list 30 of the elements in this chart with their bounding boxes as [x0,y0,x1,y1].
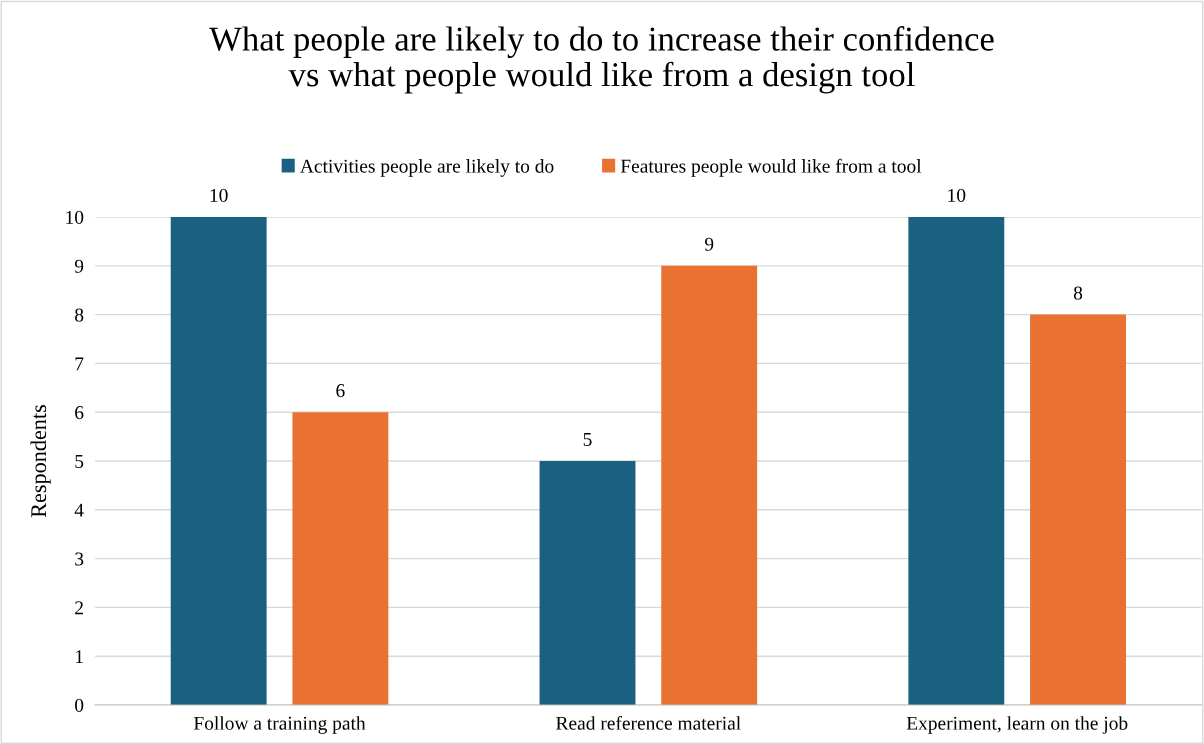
data-label: 9 [704,237,714,251]
y-tick-label: 3 [75,552,84,566]
y-tick-label: 9 [74,259,84,273]
bar [1030,314,1126,706]
y-tick-label: 10 [66,210,84,224]
bar [170,217,267,706]
y-tick-label: 1 [75,650,83,663]
bar [539,461,636,706]
legend-label: Activities people are likely to do [300,159,554,177]
y-tick-label: 2 [75,601,83,615]
data-label: 5 [583,433,592,446]
data-label: 6 [336,384,345,398]
bar [908,217,1005,706]
y-axis-title: Respondents [30,405,51,518]
y-tick-label: 4 [74,503,84,517]
bar [661,265,758,706]
data-label: 10 [210,188,228,202]
y-tick-label: 8 [75,308,84,322]
y-tick-label: 6 [75,406,84,420]
x-tick-label: Read reference material [556,715,741,730]
y-tick-label: 0 [75,698,84,712]
x-tick-label: Follow a training path [193,716,366,734]
legend-label: Features people would like from a tool [620,158,922,177]
data-label: 8 [1073,286,1083,300]
y-tick-label: 5 [75,455,84,468]
x-tick-label: Experiment, learn on the job [906,716,1128,734]
data-label: 10 [948,188,966,202]
chart-title: What people are likely to do to increase their confidence vs what people would like from a design tool [209,26,994,94]
y-tick-label: 7 [75,357,84,371]
bar [292,412,389,706]
